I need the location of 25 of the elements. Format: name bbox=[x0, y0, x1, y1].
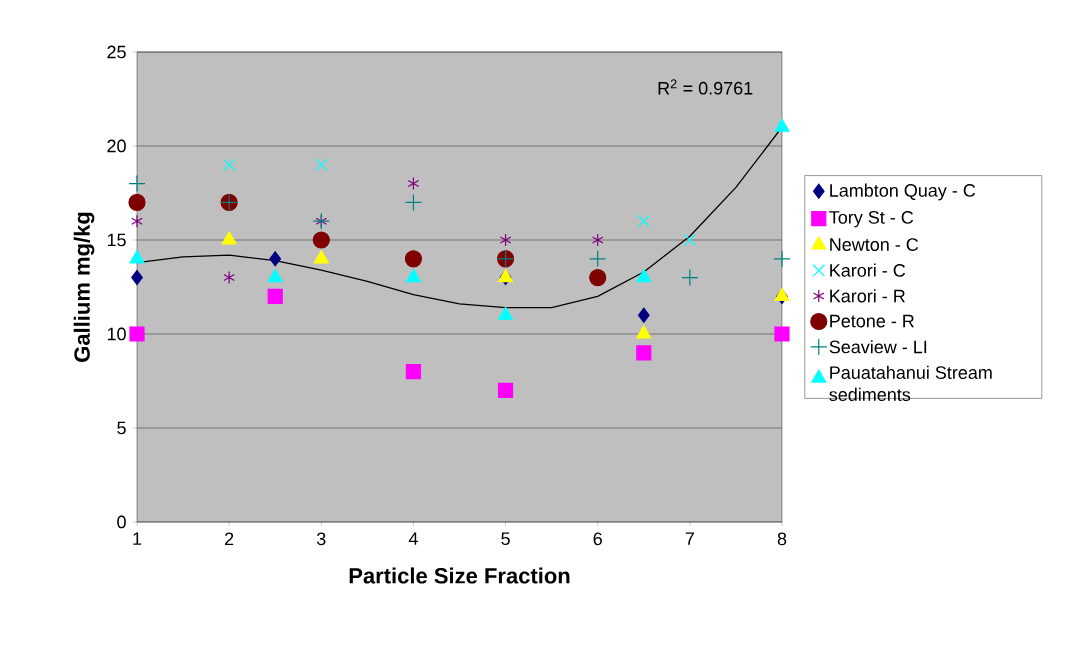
legend-label: Lambton Quay - C bbox=[830, 183, 976, 201]
legend-label: Karori - C bbox=[830, 263, 906, 277]
legend-label: Tory St - C bbox=[829, 211, 914, 228]
y-tick-label: 20 bbox=[107, 139, 126, 153]
annotation: R$^{2}$ = 0.9761 bbox=[658, 79, 753, 95]
y-axis-title: Gallium mg/kg bbox=[73, 212, 95, 362]
legend-label: Seaview - LI bbox=[829, 340, 927, 354]
x-axis-title: Particle Size Fraction bbox=[349, 567, 570, 584]
y-tick-label: 10 bbox=[107, 327, 126, 341]
y-tick-label: 5 bbox=[117, 421, 126, 435]
x-tick-label: 4 bbox=[408, 532, 418, 545]
x-tick-label: 6 bbox=[593, 532, 602, 546]
y-tick-label: 15 bbox=[107, 233, 126, 247]
x-tick-label: 7 bbox=[685, 532, 694, 545]
legend-label: Karori - R bbox=[830, 289, 905, 303]
x-tick-label: 2 bbox=[225, 532, 234, 546]
x-tick-label: 5 bbox=[501, 532, 510, 546]
x-tick-label: 8 bbox=[777, 532, 787, 546]
legend-label: Pauatahanui Stream sediments bbox=[829, 365, 992, 401]
x-tick-label: 3 bbox=[316, 532, 326, 546]
legend-label: Newton - C bbox=[830, 238, 919, 251]
y-tick-label: 0 bbox=[117, 515, 126, 529]
y-tick-label: 25 bbox=[107, 45, 126, 59]
x-tick-label: 1 bbox=[133, 532, 142, 545]
legend-label: Petone - R bbox=[830, 314, 914, 328]
